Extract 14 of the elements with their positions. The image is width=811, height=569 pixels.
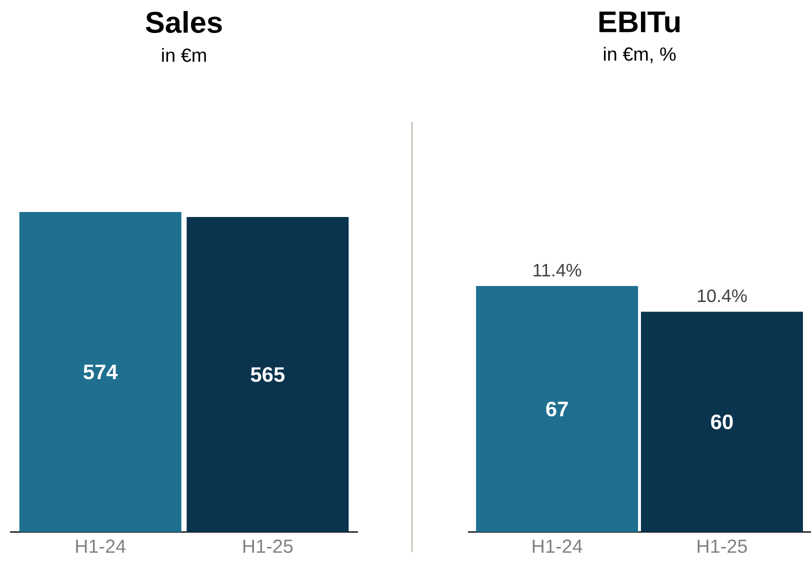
x-tick-label: H1-25 [698, 540, 747, 553]
chart-subtitle: in €m, % [604, 46, 676, 64]
data-label: 565 [250, 367, 285, 382]
chart-title: EBITu [599, 12, 680, 32]
annotation: 10.4% [698, 289, 747, 302]
annotation: 11.4% [534, 264, 582, 276]
x-tick-label: H1-25 [243, 540, 293, 553]
chart-title: Sales [146, 11, 222, 33]
data-label: 67 [546, 402, 568, 416]
data-label: 574 [84, 364, 118, 380]
chart-subtitle: in €m [162, 48, 206, 62]
x-tick-label: H1-24 [76, 540, 126, 553]
data-label: 60 [711, 414, 733, 430]
x-tick-label: H1-24 [532, 540, 582, 553]
